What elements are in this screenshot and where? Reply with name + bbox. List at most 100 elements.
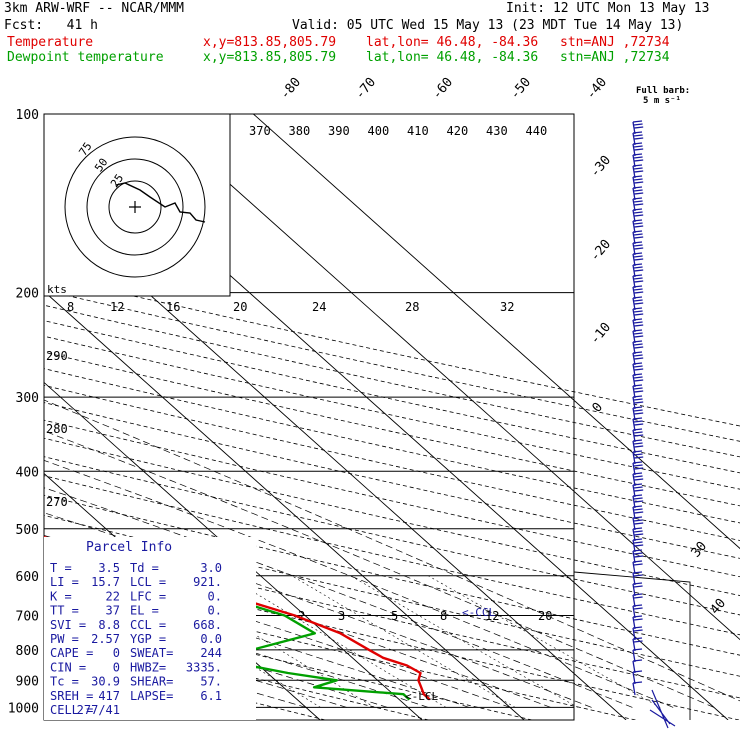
wind-barb-flag [632, 538, 643, 541]
wind-barb-flag [633, 530, 643, 533]
wind-barb [632, 517, 636, 531]
parcel-info-value: 57. [200, 675, 222, 689]
wind-barb-flag [632, 285, 643, 288]
wind-barb [632, 319, 636, 333]
wind-barb-flag [632, 120, 643, 123]
isotherm-line [151, 114, 740, 641]
isotherm-tick-label: 30 [689, 539, 711, 561]
wind-barb-flag [632, 483, 643, 486]
wind-barb [632, 352, 636, 366]
wind-barb-flag [632, 329, 643, 332]
wind-barb-flag [633, 189, 643, 192]
wind-barb-flag [634, 346, 644, 349]
wind-barb-flag [633, 420, 643, 423]
pressure-tick-label: 300 [16, 391, 39, 406]
isotherm-tick-label: -10 [588, 320, 615, 348]
parcel-info-value: 8.8 [98, 618, 120, 632]
theta-tick-label: 380 [289, 124, 311, 138]
wind-barb [632, 264, 636, 278]
parcel-info-value: SWEAT= [130, 646, 173, 660]
wind-barb [632, 495, 636, 509]
hodograph-ring-label: 75 [76, 140, 94, 158]
barb-legend-units: 5 m s⁻¹ [643, 96, 681, 106]
wind-barb-flag [632, 428, 643, 431]
pressure-tick-label: 400 [16, 465, 39, 480]
hodograph-speed-label: 20 [233, 300, 247, 314]
theta-tick-label: 290 [46, 349, 68, 363]
wind-barb-flag [633, 497, 643, 500]
parcel-info-value: CCL = [130, 618, 166, 632]
wind-barb-flag [632, 186, 643, 189]
wind-barb-flag [632, 351, 643, 354]
wind-barb-flag [634, 467, 644, 470]
wind-barb-flag [632, 494, 643, 497]
wind-barb-flag [633, 629, 643, 632]
isotherm-tick-label: -50 [508, 75, 535, 103]
wind-barb [632, 165, 636, 179]
wind-barb [632, 132, 636, 146]
wind-barb-flag [634, 401, 644, 404]
wind-barb [632, 660, 636, 674]
wind-barb-flag [632, 219, 643, 222]
wind-barb [632, 550, 636, 564]
hodograph-ring-label: 50 [92, 156, 110, 174]
wind-barb-flag [634, 203, 644, 206]
hodograph-speed-label: 16 [166, 300, 180, 314]
wind-barb-flag [633, 156, 643, 159]
parcel-info-value: 244 [200, 646, 222, 660]
parcel-info-value: 22 [106, 589, 120, 603]
wind-barb-flag [633, 376, 643, 379]
wind-barb-flag [634, 368, 644, 371]
wind-barb-flag [633, 596, 643, 599]
parcel-info-value: Td = [130, 561, 159, 575]
wind-barb [632, 616, 636, 630]
parcel-info-value: 277/41 [77, 703, 120, 717]
parcel-info-value: 30.9 [91, 675, 120, 689]
wind-barb-flag [633, 266, 643, 269]
parcel-info-value: Tc = [50, 675, 79, 689]
pressure-tick-label: 600 [16, 570, 39, 585]
dewpoint-latlon: lat,lon= 46.48, -84.36 [366, 50, 539, 65]
wind-barb-flag [632, 252, 643, 255]
wind-barb-flag [634, 225, 644, 228]
dry-adiabat [44, 289, 740, 442]
mixing-ratio-label: 12 [485, 609, 499, 623]
wind-barb-flag [633, 431, 643, 434]
wind-barb-flag [634, 148, 644, 151]
parcel-info-value: 921. [193, 575, 222, 589]
wind-barb-flag [632, 274, 643, 277]
wind-barb-flag [632, 164, 643, 167]
isotherm-line [44, 290, 525, 720]
theta-tick-label: 400 [368, 124, 390, 138]
wind-barb [632, 253, 636, 267]
moist-adiabat [44, 605, 388, 708]
isotherm-tick-label: -80 [278, 75, 305, 103]
wind-barb [632, 429, 636, 443]
wind-barb-flag [632, 296, 643, 299]
wind-barb [632, 682, 636, 696]
wind-barb-flag [633, 288, 643, 291]
dewpoint-xy: x,y=813.85,805.79 [203, 50, 337, 65]
wind-barb-flag [633, 640, 643, 643]
wind-barb-flag [633, 211, 643, 214]
wind-barb-flag [632, 461, 643, 464]
wind-barb-flag [633, 618, 643, 621]
wind-barb-flag [632, 560, 643, 563]
dry-adiabat [44, 335, 740, 490]
theta-tick-label: 440 [526, 124, 548, 138]
wind-barb-flag [633, 464, 643, 467]
dry-adiabat [44, 275, 740, 427]
wind-barb-flag [632, 527, 643, 530]
isotherm-tick-label: -40 [584, 75, 611, 103]
wind-barb [632, 561, 636, 575]
wind-barb-flag [633, 222, 643, 225]
wind-barb [632, 330, 636, 344]
wind-barb [632, 187, 636, 201]
parcel-info-value: YGP = [130, 632, 166, 646]
wind-barb-flag [632, 637, 643, 640]
wind-barb [632, 671, 636, 685]
pressure-tick-label: 100 [16, 108, 39, 123]
temperature-station: stn=ANJ ,72734 [560, 35, 670, 50]
dewpoint-station: stn=ANJ ,72734 [560, 50, 670, 65]
